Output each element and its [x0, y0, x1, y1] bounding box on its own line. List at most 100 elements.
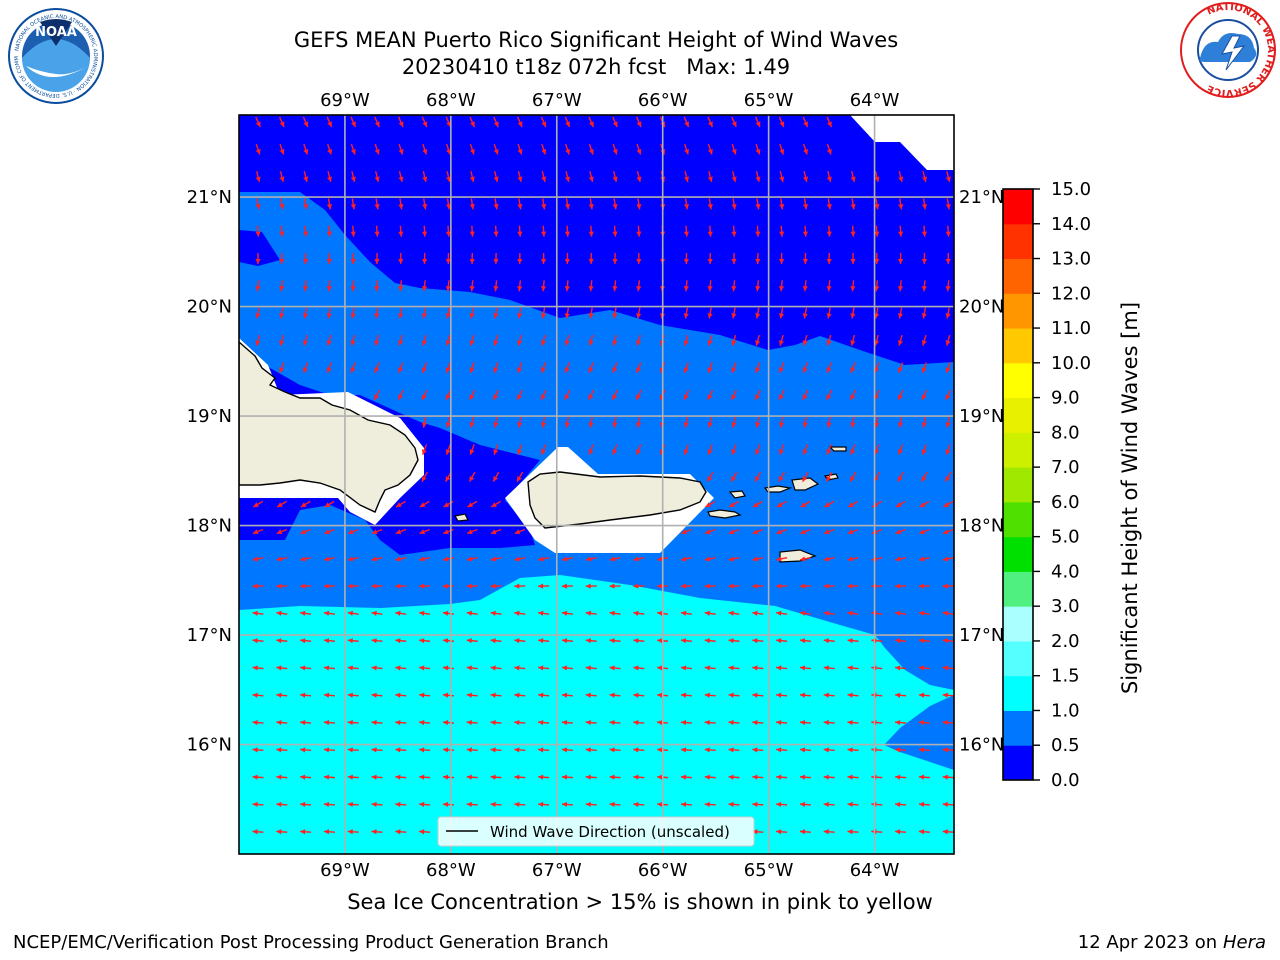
wave-direction-arrow-47 [779, 143, 785, 155]
wave-direction-arrow-130 [731, 225, 737, 237]
colorbar-label-1: 0.5 [1051, 735, 1080, 756]
wave-direction-arrow-176 [398, 280, 404, 292]
wave-direction-arrow-10 [493, 116, 499, 128]
wave-direction-arrow-702 [561, 801, 573, 808]
wave-direction-arrow-712 [799, 801, 811, 808]
wave-direction-arrow-148 [445, 252, 451, 265]
wave-direction-arrow-195 [850, 280, 856, 292]
wave-direction-arrow-394 [943, 500, 954, 508]
wave-direction-arrow-264 [374, 362, 380, 374]
wave-direction-arrow-190 [731, 280, 737, 292]
wave-direction-arrow-87 [422, 198, 428, 210]
wave-direction-arrow-236 [398, 334, 404, 346]
wave-direction-arrow-59 [469, 171, 475, 183]
wave-direction-arrow-71 [755, 171, 761, 183]
lat-label-left-3: 18°N [187, 516, 232, 537]
wave-direction-arrow-199 [945, 280, 951, 292]
legend-label: Wind Wave Direction (unscaled) [490, 823, 730, 841]
lat-label-left-4: 17°N [187, 625, 232, 646]
wave-direction-arrow-218 [683, 307, 689, 319]
lat-label-right-0: 21°N [959, 187, 1004, 208]
wave-direction-arrow-370 [849, 471, 857, 483]
wave-direction-arrow-385 [728, 500, 740, 508]
wave-direction-arrow-728 [776, 829, 788, 835]
wave-direction-arrow-210 [493, 307, 499, 319]
wave-direction-arrow-143 [326, 252, 332, 265]
wave-direction-arrow-280 [755, 362, 761, 374]
wave-direction-arrow-121 [517, 225, 523, 237]
wave-direction-arrow-131 [755, 225, 761, 237]
wave-direction-arrow-54 [350, 171, 356, 183]
wave-direction-arrow-431 [538, 556, 550, 562]
wave-direction-arrow-514 [371, 638, 383, 644]
wave-direction-arrow-494 [609, 610, 621, 616]
wave-direction-arrow-731 [847, 829, 859, 835]
wave-direction-arrow-75 [850, 171, 856, 183]
wave-direction-arrow-339 [469, 444, 475, 455]
wave-direction-arrow-221 [755, 307, 761, 319]
wave-direction-arrow-551 [538, 665, 550, 671]
wave-direction-arrow-211 [517, 307, 523, 319]
map-legend: Wind Wave Direction (unscaled) [437, 816, 755, 847]
wave-direction-arrow-30 [374, 143, 380, 155]
wave-direction-arrow-334 [897, 416, 904, 428]
wave-direction-arrow-260 [279, 362, 285, 374]
wave-direction-arrow-398 [324, 528, 335, 535]
map-plot-area: Wind Wave Direction (unscaled) [239, 115, 954, 854]
wave-direction-arrow-518 [466, 638, 478, 644]
wave-direction-arrow-455 [395, 583, 407, 589]
wave-direction-arrow-541 [300, 665, 312, 671]
wave-direction-arrow-45 [731, 143, 737, 155]
wave-direction-arrow-713 [823, 801, 835, 808]
wave-direction-arrow-469 [728, 583, 740, 589]
wave-direction-arrow-378 [324, 500, 335, 508]
wave-direction-arrow-304 [731, 389, 737, 401]
wave-direction-arrow-433 [585, 556, 597, 562]
wave-direction-arrow-704 [609, 801, 621, 808]
wave-direction-arrow-302 [683, 389, 690, 401]
wave-direction-arrow-711 [776, 801, 788, 808]
wave-direction-arrow-485 [395, 610, 407, 616]
wave-direction-arrow-52 [303, 171, 309, 183]
wave-direction-arrow-337 [421, 444, 428, 455]
wave-direction-arrow-588 [704, 692, 716, 698]
wave-direction-arrow-528 [704, 638, 716, 644]
wave-direction-arrow-377 [300, 500, 311, 508]
wave-direction-arrow-83 [326, 198, 333, 210]
colorbar-swatch-16 [1003, 189, 1033, 225]
wave-direction-arrow-208 [445, 307, 451, 319]
wave-direction-arrow-2 [302, 116, 309, 128]
wave-direction-arrow-428 [466, 556, 478, 562]
wave-direction-arrow-617 [680, 719, 692, 726]
wave-direction-arrow-735 [942, 829, 954, 835]
wave-direction-arrow-102 [779, 198, 785, 210]
wave-direction-arrow-322 [612, 416, 618, 428]
wave-direction-arrow-536 [895, 638, 907, 644]
wave-direction-arrow-435 [633, 556, 645, 562]
wave-direction-arrow-117 [422, 225, 428, 237]
wave-direction-arrow-119 [469, 225, 475, 237]
wave-direction-arrow-550 [514, 665, 526, 671]
wave-direction-arrow-229 [945, 307, 951, 319]
wave-direction-arrow-677 [680, 774, 692, 780]
wave-direction-arrow-105 [850, 198, 856, 210]
wave-direction-arrow-200 [255, 307, 261, 319]
wave-direction-arrow-41 [636, 143, 642, 155]
wave-direction-arrow-613 [585, 719, 597, 726]
wave-direction-arrow-647 [680, 747, 692, 753]
wave-direction-arrow-96 [636, 198, 642, 210]
wave-direction-arrow-94 [588, 198, 594, 210]
wave-direction-arrow-674 [609, 774, 621, 780]
wave-direction-arrow-566 [895, 665, 907, 671]
wave-direction-arrow-297 [564, 389, 571, 401]
wave-direction-arrow-181 [517, 280, 523, 292]
sea-ice-caption: Sea Ice Concentration > 15% is shown in … [347, 890, 933, 914]
colorbar-label-16: 14.0 [1051, 214, 1091, 235]
wave-direction-arrow-622 [799, 719, 811, 726]
wave-direction-arrow-454 [371, 583, 383, 589]
wave-direction-arrow-667 [442, 774, 454, 780]
no-data-region [850, 115, 954, 170]
wave-direction-arrow-103 [802, 198, 809, 210]
wave-direction-arrow-185 [612, 280, 618, 292]
wave-direction-arrow-463 [585, 583, 597, 589]
